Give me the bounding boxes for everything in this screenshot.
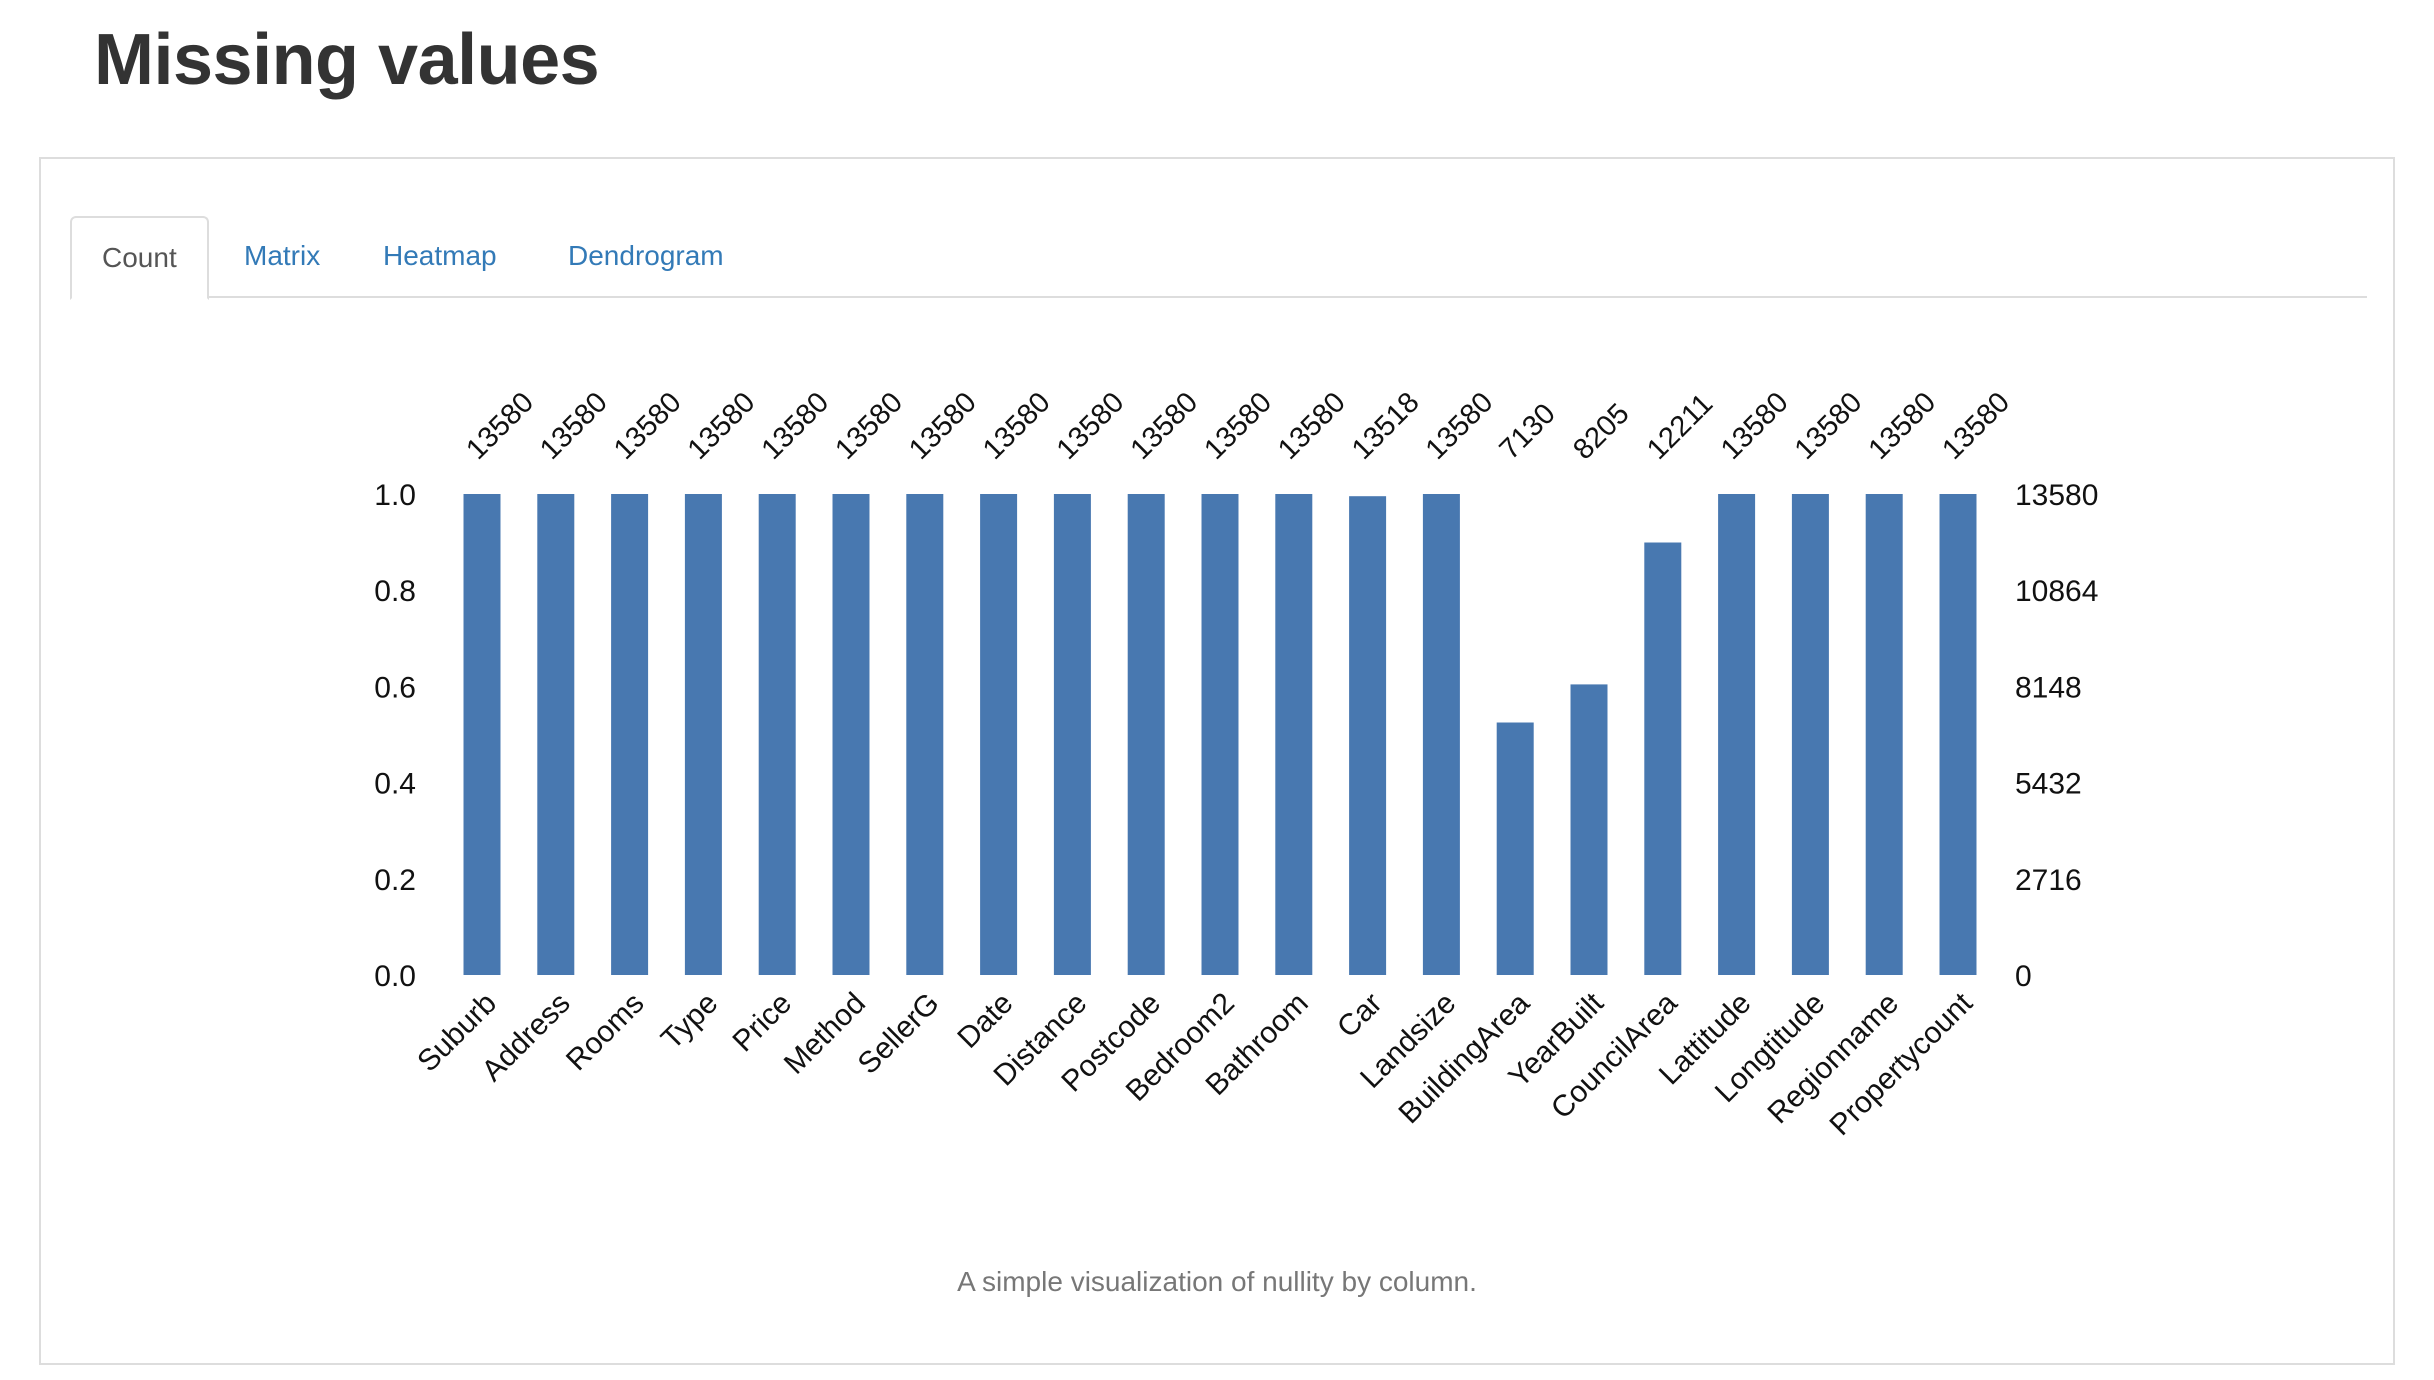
page-title: Missing values: [94, 20, 600, 100]
right-axis-tick: 8148: [2015, 671, 2082, 704]
bar-rooms: [611, 494, 649, 975]
right-axis-tick: 5432: [2015, 768, 2082, 801]
category-label: Rooms: [560, 987, 651, 1078]
bar-longtitude: [1791, 494, 1829, 975]
category-label: Method: [778, 987, 872, 1081]
count-label: 13580: [1863, 386, 1943, 466]
count-label: 13580: [903, 386, 983, 466]
count-label: 13580: [1125, 386, 1205, 466]
count-label: 13580: [756, 386, 836, 466]
bar-landsize: [1422, 494, 1460, 975]
tab-heatmap[interactable]: Heatmap: [383, 240, 497, 271]
left-axis-tick: 0.2: [374, 864, 416, 897]
bar-lattitude: [1718, 494, 1756, 975]
left-axis-tick: 1.0: [374, 479, 416, 512]
bar-buildingarea: [1496, 722, 1534, 975]
count-label: 7130: [1494, 398, 1562, 466]
right-axis-tick: 10864: [2015, 575, 2098, 608]
bar-method: [832, 494, 870, 975]
chart-caption: A simple visualization of nullity by col…: [957, 1266, 1477, 1297]
bar-regionname: [1865, 494, 1903, 975]
bar-bathroom: [1275, 494, 1313, 975]
missing-values-panel: Count Matrix Heatmap Dendrogram Suburb 13…: [39, 157, 2395, 1365]
category-label: Date: [951, 987, 1019, 1055]
count-label: 13580: [1936, 386, 2016, 466]
count-label: 13580: [682, 386, 762, 466]
right-axis-tick: 13580: [2015, 479, 2098, 512]
count-label: 13580: [977, 386, 1057, 466]
bar-yearbuilt: [1570, 684, 1608, 975]
count-label: 8205: [1567, 398, 1635, 466]
bar-car: [1349, 496, 1387, 975]
bar-bedroom2: [1201, 494, 1239, 975]
count-label: 13580: [1789, 386, 1869, 466]
tab-matrix[interactable]: Matrix: [244, 240, 321, 271]
count-label: 13580: [1272, 386, 1352, 466]
count-label: 13580: [1051, 386, 1131, 466]
category-label: Type: [655, 987, 724, 1056]
count-label: 13580: [534, 386, 614, 466]
right-axis-tick: 0: [2015, 960, 2032, 993]
count-label: 13580: [829, 386, 909, 466]
tab-dendrogram[interactable]: Dendrogram: [568, 240, 724, 271]
bar-price: [758, 494, 796, 975]
bar-councilarea: [1644, 542, 1682, 975]
bar-address: [537, 494, 575, 975]
bar-type: [684, 494, 722, 975]
bar-postcode: [1127, 494, 1165, 975]
count-label: 13580: [1715, 386, 1795, 466]
tab-count[interactable]: Count: [70, 216, 209, 300]
count-label: 13518: [1346, 386, 1426, 466]
bar-distance: [1053, 494, 1091, 975]
count-label: 13580: [608, 386, 688, 466]
count-label: 13580: [1420, 386, 1500, 466]
left-axis-tick: 0.8: [374, 575, 416, 608]
count-label: 12211: [1641, 388, 1719, 466]
bar-date: [980, 494, 1018, 975]
left-axis-tick: 0.6: [374, 671, 416, 704]
bar-sellerg: [906, 494, 944, 975]
left-axis-tick: 0.0: [374, 960, 416, 993]
left-axis-tick: 0.4: [374, 768, 416, 801]
category-label: SellerG: [852, 987, 946, 1081]
tab-bar: Count Matrix Heatmap Dendrogram: [70, 216, 2367, 300]
bar-propertycount: [1939, 494, 1977, 975]
bar-suburb: [463, 494, 501, 975]
count-label: 13580: [1198, 386, 1278, 466]
nullity-bar-chart: Suburb13580Address13580Rooms13580Type135…: [374, 386, 2098, 1142]
category-label: Car: [1331, 987, 1389, 1045]
right-axis-tick: 2716: [2015, 864, 2082, 897]
count-label: 13580: [460, 386, 540, 466]
